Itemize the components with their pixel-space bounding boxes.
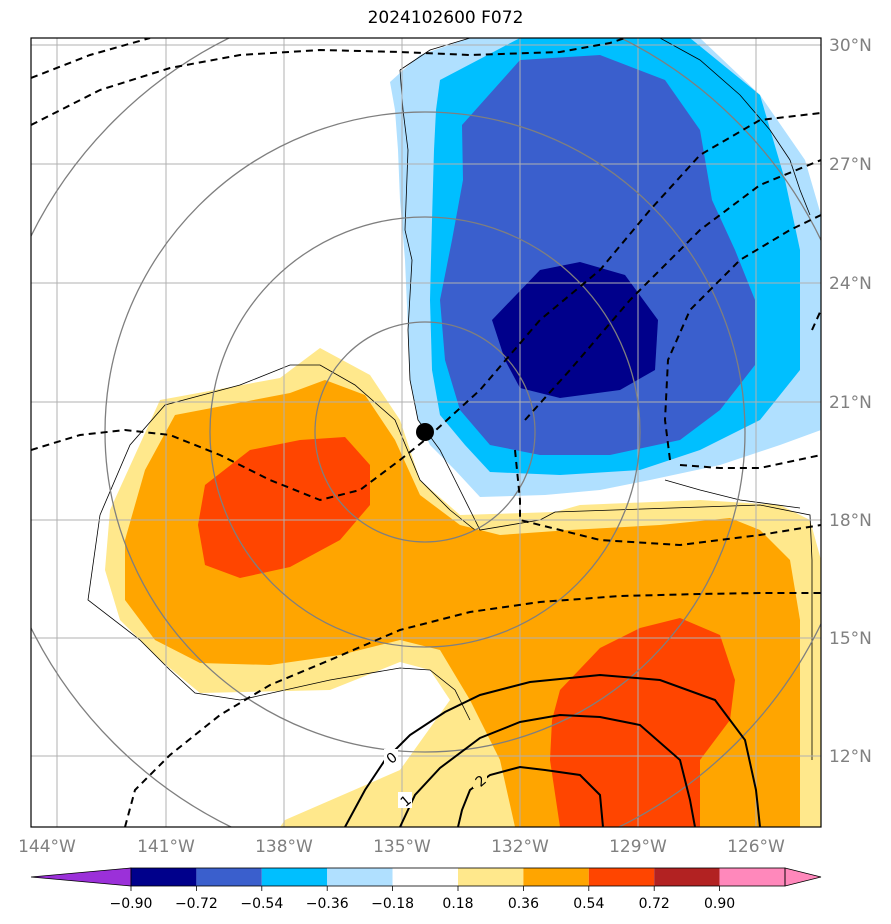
colorbar-tick-label: 0.36: [508, 896, 539, 912]
colorbar-segment: [261, 868, 328, 886]
colorbar-tick-label: −0.90: [110, 896, 153, 912]
colorbar: −0.90 −0.72 −0.54 −0.36 −0.18 0.18 0.36 …: [30, 867, 822, 912]
colorbar-segment: [458, 868, 524, 886]
lat-label: 30°N: [829, 36, 872, 56]
lon-label: 141°W: [137, 837, 195, 857]
latitude-labels: 30°N 27°N 24°N 21°N 18°N 15°N 12°N: [829, 36, 872, 767]
lon-label: 144°W: [18, 837, 76, 857]
colorbar-segment: [196, 868, 262, 886]
colorbar-tick-label: 0.72: [639, 896, 670, 912]
colorbar-segment: [588, 868, 655, 886]
colorbar-tick-label: −0.72: [175, 896, 218, 912]
lat-label: 15°N: [829, 629, 872, 649]
lon-label: 135°W: [373, 837, 431, 857]
colorbar-segment: [131, 868, 197, 886]
lon-label: 132°W: [491, 837, 549, 857]
lat-label: 27°N: [829, 155, 872, 175]
contour-labels: 0 1 2: [384, 749, 490, 811]
lat-label: 18°N: [829, 511, 872, 531]
lon-label: 129°W: [609, 837, 667, 857]
colorbar-segment: [719, 868, 785, 886]
lon-label: 126°W: [727, 837, 785, 857]
dashed-contours: [31, 38, 821, 827]
colorbar-tick-label: −0.36: [306, 896, 349, 912]
colorbar-tick-label: −0.54: [240, 896, 283, 912]
map-plot-area: 0 1 2: [31, 38, 821, 827]
colorbar-segment: [654, 868, 720, 886]
colorbar-tick-label: −0.18: [371, 896, 414, 912]
colorbar-tick-label: 0.18: [442, 896, 473, 912]
lon-label: 138°W: [255, 837, 313, 857]
longitude-labels: 144°W 141°W 138°W 135°W 132°W 129°W 126°…: [18, 837, 785, 857]
lat-label: 12°N: [829, 747, 872, 767]
map-frame: [30, 37, 822, 828]
colorbar-tick-label: 0.54: [573, 896, 604, 912]
colorbar-extend-min: [30, 867, 132, 887]
colorbar-tick-label: 0.90: [704, 896, 735, 912]
storm-center-marker: [416, 423, 434, 441]
colorbar-extend-max: [784, 867, 822, 887]
colorbar-segment: [327, 868, 393, 886]
lat-label: 24°N: [829, 274, 872, 294]
colorbar-segment: [392, 868, 458, 886]
graticule: [31, 38, 821, 827]
negative-anomaly-region: [390, 38, 821, 497]
map-title: 2024102600 F072: [367, 8, 524, 28]
colorbar-segment: [523, 868, 589, 886]
lat-label: 21°N: [829, 393, 872, 413]
